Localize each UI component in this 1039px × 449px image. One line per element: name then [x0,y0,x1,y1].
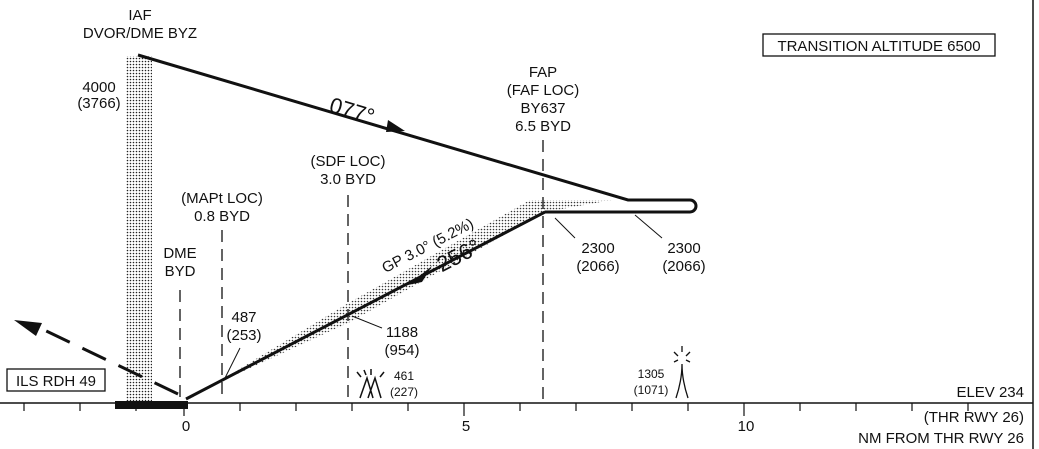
sdf-height: (954) [384,342,419,359]
obstacle1-height: (227) [390,385,418,399]
iaf-label: IAF [128,7,151,24]
mapt-distance: 0.8 BYD [194,208,250,225]
iaf-fix-name: DVOR/DME BYZ [83,25,197,42]
obstacle2-height: (1071) [634,383,669,397]
sdf-distance: 3.0 BYD [320,171,376,188]
dme-station: BYD [165,263,196,280]
inbound-track [137,53,690,202]
iaf-height: (3766) [77,95,120,112]
obstacle-tower-group-icon [356,369,385,399]
fap-label: FAP [529,64,557,81]
mapt-altitude: 487 [231,309,256,326]
fap-distance: 6.5 BYD [515,118,571,135]
obstacle2-altitude: 1305 [638,367,665,381]
ils-rdh-text: ILS RDH 49 [16,373,96,390]
glidepath-arrow [408,266,432,285]
transition-altitude-text: TRANSITION ALTITUDE 6500 [777,38,980,55]
sdf-altitude: 1188 [386,324,418,341]
sdf-alt-leader [351,315,383,329]
threshold-label: (THR RWY 26) [924,409,1024,426]
fap-alt-leader [554,217,576,239]
fap-altitude: 2300 [581,240,614,257]
obstacle-tower-icon [673,346,691,399]
dme-label: DME [163,245,196,262]
mapt-label: (MAPt LOC) [181,190,263,207]
glidepath-stipple-band [183,200,612,399]
hold-track [545,198,698,214]
scale-10: 10 [738,418,755,435]
transition-altitude-box [762,33,996,57]
fap-fix-name: BY637 [520,100,565,117]
hold-height: (2066) [662,258,705,275]
scale-5: 5 [462,418,470,435]
mapt-height: (253) [226,327,261,344]
iaf-stipple-column [126,56,152,402]
hold-alt-leader [634,214,663,239]
mapt-alt-leader [224,347,241,379]
fap-height: (2066) [576,258,619,275]
iaf-altitude: 4000 [82,79,115,96]
missed-approach-track [39,326,179,396]
missed-approach-arrow [14,320,42,336]
glidepath-line [185,210,546,401]
distance-unit-label: NM FROM THR RWY 26 [858,430,1024,447]
runway-bar [115,401,188,409]
ils-rdh-box [6,368,106,392]
scale-0: 0 [182,418,190,435]
fix-lines [179,140,544,400]
fap-type: (FAF LOC) [507,82,580,99]
sdf-label: (SDF LOC) [311,153,386,170]
inbound-course-arrow [386,120,405,132]
obstacle1-altitude: 461 [394,369,414,383]
elevation-label: ELEV 234 [956,384,1024,401]
hold-altitude: 2300 [667,240,700,257]
inbound-course-label: 077° [327,92,378,129]
